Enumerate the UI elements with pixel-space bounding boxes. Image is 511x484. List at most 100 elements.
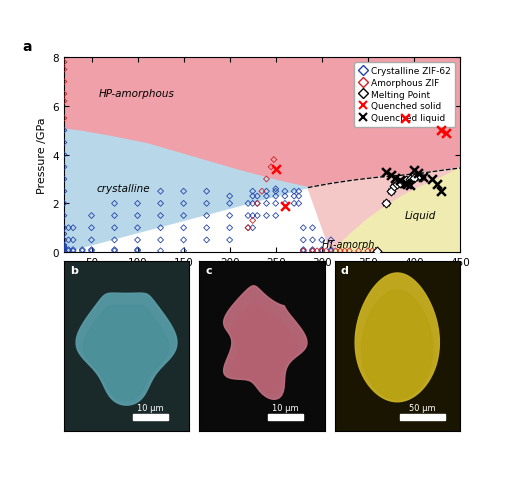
Point [318,237,326,244]
Point [156,225,165,232]
Point [69,225,77,232]
Point [327,246,335,254]
Point [290,193,298,200]
Point [402,177,410,185]
Point [248,193,257,200]
Point [299,225,308,232]
Point [202,212,211,220]
X-axis label: Temperature /°C: Temperature /°C [216,273,308,283]
Point [225,225,234,232]
Point [179,225,188,232]
Text: 10 μm: 10 μm [137,404,164,412]
Point [60,244,68,252]
Bar [400,414,445,421]
Point [87,247,96,255]
Polygon shape [64,130,460,253]
Point [156,237,165,244]
Point [373,247,381,255]
Point [60,247,68,255]
Point [110,247,119,255]
Point [299,237,308,244]
Text: a: a [22,40,32,54]
Point [387,188,395,196]
Y-axis label: Pressure /GPa: Pressure /GPa [37,117,47,194]
Point [263,176,271,183]
Point [87,225,96,232]
Point [391,175,400,182]
Point [263,188,271,196]
Point [433,181,441,188]
Point [290,200,298,208]
Polygon shape [331,169,460,253]
Point [110,200,119,208]
Point [202,200,211,208]
Point [64,237,73,244]
Bar [133,414,168,421]
Bar [268,414,303,421]
Point [60,59,68,67]
Point [244,225,252,232]
Point [373,247,381,255]
Point [270,156,278,164]
Point [281,188,289,196]
Point [313,247,321,255]
Point [110,237,119,244]
Point [78,247,86,255]
Point [248,188,257,196]
Point [417,173,425,181]
Point [69,237,77,244]
Point [244,212,252,220]
Point [253,200,261,208]
Point [295,200,303,208]
Point [309,225,317,232]
Polygon shape [64,58,460,188]
Point [393,181,401,188]
Point [110,212,119,220]
Point [133,212,142,220]
Point [60,176,68,183]
Polygon shape [224,286,307,399]
Point [60,230,68,238]
Point [318,247,326,255]
Point [309,247,317,255]
Point [248,212,257,220]
Point [396,177,404,185]
Point [60,242,68,250]
Point [87,212,96,220]
Point [322,247,331,255]
Point [355,247,363,255]
Point [78,246,86,254]
Point [60,225,68,232]
Point [179,212,188,220]
Point [263,193,271,200]
Polygon shape [76,293,177,405]
Point [87,246,96,254]
Point [410,175,418,182]
Point [414,170,423,178]
Point [60,127,68,135]
Text: HP-amorphous: HP-amorphous [99,89,175,99]
Point [133,237,142,244]
Point [60,200,68,208]
Point [133,200,142,208]
Point [225,212,234,220]
Point [64,246,73,254]
Point [272,193,280,200]
Polygon shape [355,273,439,402]
Point [69,246,77,254]
Point [258,188,266,196]
Point [133,247,142,255]
Point [110,246,119,254]
Point [60,151,68,159]
Point [327,247,335,255]
Point [60,237,68,244]
Point [382,168,390,176]
Point [202,237,211,244]
Point [225,193,234,200]
Point [419,173,427,181]
Point [202,188,211,196]
Point [60,246,68,254]
Point [401,115,409,123]
Text: crystalline: crystalline [96,184,150,194]
Point [60,188,68,196]
